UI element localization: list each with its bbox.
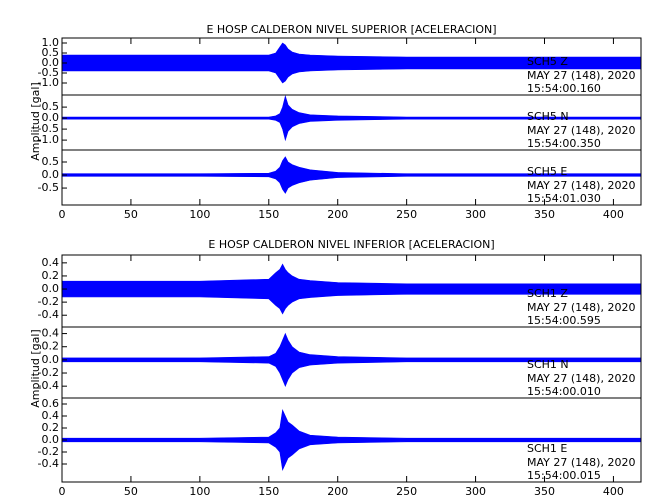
y-tick-label: 0.4 bbox=[42, 327, 60, 340]
y-tick-label: -0.4 bbox=[38, 308, 59, 321]
chart-title: E HOSP CALDERON NIVEL INFERIOR [ACELERAC… bbox=[208, 238, 494, 251]
x-tick-label: 200 bbox=[327, 485, 348, 498]
y-tick-label: 0.0 bbox=[42, 282, 60, 295]
y-tick-label: -0.2 bbox=[38, 295, 59, 308]
station-label: SCH1 Z bbox=[527, 287, 568, 300]
x-tick-label: 50 bbox=[124, 208, 138, 221]
time-label: 15:54:00.160 bbox=[527, 82, 601, 95]
x-tick-label: 100 bbox=[189, 485, 210, 498]
station-label: SCH1 N bbox=[527, 358, 569, 371]
station-label: SCH5 N bbox=[527, 110, 569, 123]
date-label: MAY 27 (148), 2020 bbox=[527, 69, 635, 82]
time-label: 15:54:00.350 bbox=[527, 137, 601, 150]
y-tick-label: -0.5 bbox=[38, 122, 59, 135]
x-tick-label: 350 bbox=[534, 208, 555, 221]
y-tick-label: 0.2 bbox=[42, 421, 60, 434]
station-label: SCH5 E bbox=[527, 165, 567, 178]
y-tick-label: 0.6 bbox=[42, 397, 60, 410]
x-tick-label: 0 bbox=[59, 485, 66, 498]
y-tick-label: 0.0 bbox=[42, 433, 60, 446]
y-tick-label: -0.2 bbox=[38, 366, 59, 379]
x-tick-label: 400 bbox=[603, 485, 624, 498]
x-tick-label: 400 bbox=[603, 208, 624, 221]
date-label: MAY 27 (148), 2020 bbox=[527, 456, 635, 469]
x-tick-label: 350 bbox=[534, 485, 555, 498]
y-tick-label: -0.4 bbox=[38, 379, 59, 392]
y-tick-label: 0.5 bbox=[42, 100, 60, 113]
y-tick-label: 0.2 bbox=[42, 340, 60, 353]
time-label: 15:54:01.030 bbox=[527, 192, 601, 205]
y-tick-label: 0.4 bbox=[42, 256, 60, 269]
y-tick-label: -0.4 bbox=[38, 457, 59, 470]
time-label: 15:54:00.010 bbox=[527, 385, 601, 398]
x-tick-label: 150 bbox=[258, 485, 279, 498]
time-label: 15:54:00.595 bbox=[527, 314, 601, 327]
y-axis-label: Amplitud [gal] bbox=[29, 82, 42, 160]
date-label: MAY 27 (148), 2020 bbox=[527, 372, 635, 385]
y-tick-label: -0.2 bbox=[38, 445, 59, 458]
y-tick-label: 0.0 bbox=[42, 56, 60, 69]
x-tick-label: 200 bbox=[327, 208, 348, 221]
y-tick-label: -1.0 bbox=[38, 76, 59, 89]
x-tick-label: 150 bbox=[258, 208, 279, 221]
y-tick-label: 0.5 bbox=[42, 155, 60, 168]
x-tick-label: 250 bbox=[396, 208, 417, 221]
y-tick-label: 0.5 bbox=[42, 46, 60, 59]
y-tick-label: -1.0 bbox=[38, 133, 59, 146]
y-tick-label: 0.2 bbox=[42, 269, 60, 282]
y-tick-label: -0.5 bbox=[38, 181, 59, 194]
x-tick-label: 100 bbox=[189, 208, 210, 221]
y-tick-label: -0.5 bbox=[38, 66, 59, 79]
y-tick-label: 0.4 bbox=[42, 409, 60, 422]
y-axis-label: Amplitud [gal] bbox=[29, 329, 42, 407]
panel-frame bbox=[61, 149, 642, 206]
y-tick-label: 0.0 bbox=[42, 353, 60, 366]
date-label: MAY 27 (148), 2020 bbox=[527, 124, 635, 137]
x-tick-label: 50 bbox=[124, 485, 138, 498]
y-tick-label: 1.0 bbox=[42, 36, 60, 49]
station-label: SCH5 Z bbox=[527, 55, 568, 68]
time-label: 15:54:00.015 bbox=[527, 469, 601, 482]
date-label: MAY 27 (148), 2020 bbox=[527, 179, 635, 192]
x-tick-label: 0 bbox=[59, 208, 66, 221]
date-label: MAY 27 (148), 2020 bbox=[527, 301, 635, 314]
x-tick-label: 250 bbox=[396, 485, 417, 498]
chart-title: E HOSP CALDERON NIVEL SUPERIOR [ACELERAC… bbox=[206, 23, 496, 36]
y-tick-label: 0.0 bbox=[42, 168, 60, 181]
y-tick-label: 0.0 bbox=[42, 111, 60, 124]
x-tick-label: 300 bbox=[465, 208, 486, 221]
station-label: SCH1 E bbox=[527, 442, 567, 455]
x-tick-label: 300 bbox=[465, 485, 486, 498]
